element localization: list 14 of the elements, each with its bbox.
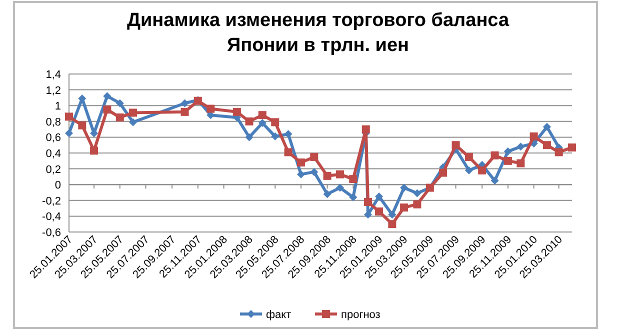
- legend-label: факт: [266, 309, 292, 321]
- chart-title: Динамика изменения торгового баланса Японии в трлн. иен: [126, 10, 510, 56]
- y-tick-label: 0,8: [46, 116, 61, 128]
- y-tick-label: 0,2: [46, 164, 61, 176]
- y-tick-label: -0,2: [42, 195, 61, 208]
- y-tick-label: 1: [54, 100, 61, 113]
- y-tick-label: 0: [54, 180, 61, 192]
- y-tick-label: -0,6: [42, 227, 61, 239]
- y-tick-label: 0,6: [46, 132, 61, 144]
- y-tick-label: 1,4: [46, 69, 61, 81]
- y-tick-label: 1,2: [46, 84, 61, 97]
- y-tick-label: 0,4: [46, 148, 61, 160]
- legend-label: прогноз: [341, 309, 380, 321]
- y-tick-label: -0,4: [42, 211, 61, 224]
